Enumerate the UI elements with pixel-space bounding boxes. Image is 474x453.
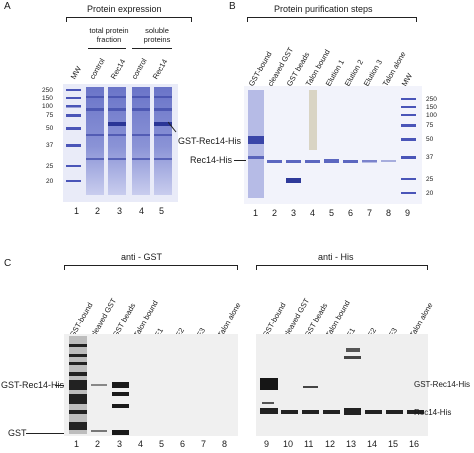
lane-number-a1: 1 — [74, 206, 80, 216]
lane-number-a2: 2 — [95, 206, 101, 216]
mw-a-25: 25 — [46, 163, 54, 170]
lane-number-c12: 12 — [325, 439, 336, 449]
mw-b-50: 50 — [426, 136, 434, 143]
mw-b-250: 250 — [426, 96, 437, 103]
panel-b-letter: B — [229, 1, 236, 12]
callout-gst-rec14-his-c-left: GST-Rec14-His — [1, 380, 65, 390]
lane-number-c4: 4 — [138, 439, 144, 449]
panel-c-letter: C — [4, 258, 12, 269]
mw-a-75: 75 — [46, 112, 54, 119]
lane-number-b4: 4 — [310, 208, 316, 218]
lane-number-c16: 16 — [409, 439, 420, 449]
panel-a-letter: A — [4, 1, 11, 12]
panel-b-title: Protein purification steps — [274, 4, 373, 14]
lane-number-c14: 14 — [367, 439, 378, 449]
lane-number-c3: 3 — [117, 439, 123, 449]
lane-label-a3: Rec14 — [108, 57, 128, 81]
panel-a-title-rule — [66, 17, 192, 19]
mw-b-20: 20 — [426, 190, 434, 197]
lane-number-b8: 8 — [386, 208, 392, 218]
mw-a-20: 20 — [46, 178, 54, 185]
lane-number-a4: 4 — [139, 206, 145, 216]
lane-label-c16: Talon alone — [407, 301, 435, 339]
mw-b-75: 75 — [426, 122, 434, 129]
gel-a-coomassie — [63, 84, 178, 202]
lane-number-b9: 9 — [405, 208, 411, 218]
lane-number-c11: 11 — [304, 439, 314, 449]
callout-rec14-his-b: Rec14-His — [190, 155, 233, 165]
lane-number-b5: 5 — [329, 208, 335, 218]
mw-b-150: 150 — [426, 104, 437, 111]
mw-a-100: 100 — [42, 103, 53, 110]
lane-number-a5: 5 — [159, 206, 165, 216]
group-total-label: total protein fraction — [89, 26, 129, 44]
callout-gst-rec14-his-a: GST-Rec14-His — [178, 136, 242, 146]
lane-number-b7: 7 — [367, 208, 373, 218]
lane-number-c15: 15 — [388, 439, 399, 449]
mw-a-250: 250 — [42, 87, 53, 94]
lane-number-c2: 2 — [95, 439, 101, 449]
mw-a-37: 37 — [46, 142, 54, 149]
blot-anti-his — [256, 334, 428, 436]
mw-b-100: 100 — [426, 112, 437, 119]
mw-b-25: 25 — [426, 176, 434, 183]
panel-b-title-rule — [247, 17, 417, 19]
lane-number-c8: 8 — [222, 439, 228, 449]
gel-b-coomassie — [244, 86, 422, 204]
lane-label-c8: Talon alone — [215, 301, 243, 339]
lane-label-a2: control — [87, 56, 107, 81]
lane-number-c6: 6 — [180, 439, 186, 449]
lane-number-b2: 2 — [272, 208, 278, 218]
lane-label-a4: control — [129, 56, 149, 81]
mw-a-50: 50 — [46, 125, 54, 132]
panel-c-right-title: anti - His — [318, 252, 354, 262]
lane-number-c10: 10 — [283, 439, 294, 449]
lane-number-c1: 1 — [74, 439, 80, 449]
lane-number-c7: 7 — [201, 439, 207, 449]
callout-rec14-his-c-right: Rec14-His — [414, 408, 452, 417]
panel-a-title: Protein expression — [87, 4, 162, 14]
lane-number-b3: 3 — [291, 208, 297, 218]
lane-number-c5: 5 — [159, 439, 165, 449]
lane-label-a1: MW — [68, 64, 84, 81]
blot-anti-gst — [64, 334, 238, 436]
lane-number-a3: 3 — [117, 206, 123, 216]
group-soluble-label: soluble proteins — [143, 26, 171, 44]
panel-c-left-title: anti - GST — [121, 252, 163, 262]
callout-gst-c-left: GST — [8, 428, 27, 438]
mw-a-150: 150 — [42, 95, 53, 102]
lane-number-c9: 9 — [264, 439, 270, 449]
lane-number-c13: 13 — [346, 439, 357, 449]
mw-b-37: 37 — [426, 154, 434, 161]
lane-number-b6: 6 — [348, 208, 354, 218]
callout-gst-rec14-his-c-right: GST-Rec14-His — [414, 380, 471, 389]
lane-label-a5: Rec14 — [150, 57, 170, 81]
lane-number-b1: 1 — [253, 208, 259, 218]
